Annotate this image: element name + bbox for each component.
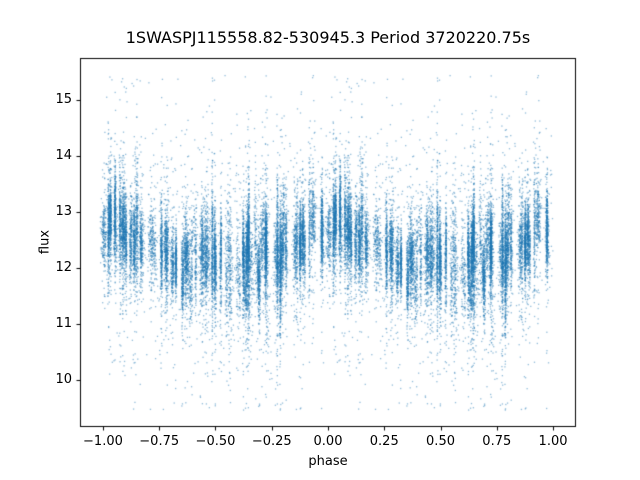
y-tick-label: 14 <box>55 147 72 163</box>
x-axis-label: phase <box>308 454 348 469</box>
y-tick-label: 11 <box>55 315 72 331</box>
y-axis-label: flux <box>37 229 53 255</box>
x-tick-label: 1.00 <box>538 434 568 449</box>
y-tick-label: 13 <box>55 203 72 219</box>
chart-title: 1SWASPJ115558.82-530945.3 Period 3720220… <box>125 28 531 47</box>
x-tick-label: 0.50 <box>426 434 455 449</box>
y-tick-label: 12 <box>55 259 72 275</box>
x-tick-label: 0.25 <box>369 434 399 449</box>
x-tick-label: −0.75 <box>139 434 180 449</box>
y-tick-label: 15 <box>55 91 72 107</box>
x-tick-label: 0.75 <box>482 434 512 449</box>
x-tick-label: −0.50 <box>195 434 236 449</box>
x-tick-label: −1.00 <box>83 434 123 449</box>
x-tick-label: 0.00 <box>313 434 343 449</box>
y-tick-label: 10 <box>55 371 72 387</box>
x-tick-label: −0.25 <box>251 434 292 449</box>
